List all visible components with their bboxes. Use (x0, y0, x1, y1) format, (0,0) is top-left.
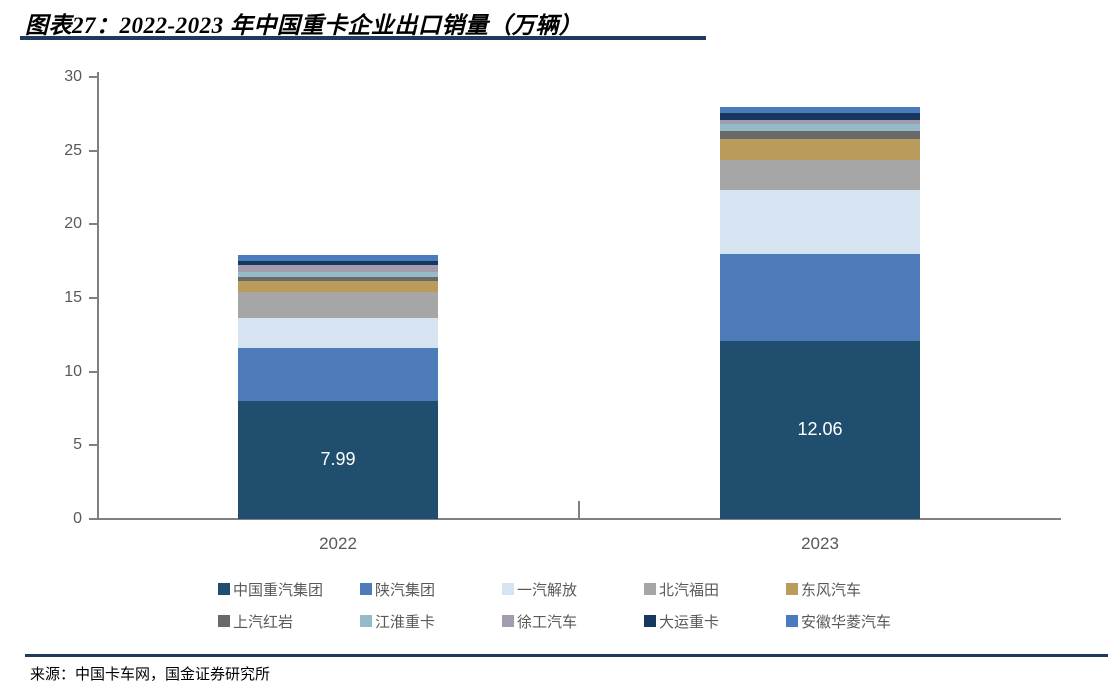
legend-swatch-icon (360, 583, 372, 595)
x-axis-mid-tick (578, 501, 580, 518)
bar-segment-北汽福田 (720, 159, 920, 190)
bar-segment-陕汽集团 (238, 348, 438, 402)
legend-item-大运重卡: 大运重卡 (644, 613, 720, 631)
legend-swatch-icon (786, 615, 798, 627)
y-axis-tick-label: 15 (64, 289, 82, 306)
bar-value-label: 12.06 (797, 419, 843, 440)
legend-item-陕汽集团: 陕汽集团 (360, 581, 436, 599)
y-axis-tick (89, 444, 97, 447)
bar-segment-徐工汽车 (720, 119, 920, 124)
bar-segment-上汽红岩 (238, 276, 438, 281)
legend-swatch-icon (360, 615, 372, 627)
legend-swatch-icon (644, 615, 656, 627)
footer-divider (25, 654, 1108, 657)
legend-swatch-icon (502, 583, 514, 595)
legend-label: 安徽华菱汽车 (801, 613, 892, 631)
bar-segment-中国重汽集团 (720, 341, 920, 519)
legend-label: 北汽福田 (659, 581, 720, 599)
bar-segment-陕汽集团 (720, 254, 920, 342)
y-axis-tick (89, 149, 97, 152)
legend-label: 一汽解放 (517, 581, 578, 599)
legend-swatch-icon (218, 615, 230, 627)
bar-segment-大运重卡 (238, 260, 438, 265)
bar-segment-上汽红岩 (720, 130, 920, 139)
y-axis-tick (89, 518, 97, 520)
y-axis-tick (89, 223, 97, 226)
legend-label: 东风汽车 (801, 581, 862, 599)
legend-label: 徐工汽车 (517, 613, 578, 631)
legend-item-江淮重卡: 江淮重卡 (360, 613, 436, 631)
bar-segment-江淮重卡 (238, 271, 438, 277)
y-axis-tick-label: 30 (64, 68, 82, 86)
bar-segment-一汽解放 (238, 317, 438, 348)
x-axis-tick-label: 2023 (801, 534, 839, 553)
bar-segment-江淮重卡 (720, 123, 920, 131)
y-axis-tick-label: 5 (73, 436, 82, 454)
bar-segment-安徽华菱汽车 (720, 106, 920, 113)
bar-segment-东风汽车 (720, 138, 920, 160)
legend-label: 陕汽集团 (375, 581, 436, 599)
legend-item-东风汽车: 东风汽车 (786, 581, 862, 599)
x-axis-line (97, 518, 1061, 520)
legend-label: 中国重汽集团 (233, 581, 324, 599)
bar-value-label: 7.99 (320, 449, 356, 470)
y-axis-tick-label: 25 (64, 141, 82, 159)
legend-item-上汽红岩: 上汽红岩 (218, 613, 294, 631)
legend-item-北汽福田: 北汽福田 (644, 581, 720, 599)
bar-segment-一汽解放 (720, 189, 920, 254)
y-axis-tick-label: 10 (64, 362, 82, 380)
legend-item-徐工汽车: 徐工汽车 (502, 613, 578, 631)
legend-swatch-icon (218, 583, 230, 595)
title-underline (20, 36, 706, 40)
legend-swatch-icon (502, 615, 514, 627)
bar-segment-安徽华菱汽车 (238, 254, 438, 261)
legend-item-一汽解放: 一汽解放 (502, 581, 578, 599)
bar-segment-北汽福田 (238, 291, 438, 318)
legend-swatch-icon (644, 583, 656, 595)
y-axis-tick (89, 76, 97, 79)
y-axis-tick (89, 370, 97, 373)
x-axis-tick-label: 2022 (319, 534, 357, 553)
legend-item-安徽华菱汽车: 安徽华菱汽车 (786, 613, 892, 631)
bar-segment-徐工汽车 (238, 264, 438, 272)
legend-label: 大运重卡 (659, 613, 720, 631)
bar-segment-东风汽车 (238, 280, 438, 292)
y-axis-tick-label: 0 (73, 510, 82, 527)
y-axis-tick-label: 20 (64, 215, 82, 233)
bar-segment-大运重卡 (720, 112, 920, 120)
legend-swatch-icon (786, 583, 798, 595)
bar-segment-中国重汽集团 (238, 401, 438, 519)
legend-label: 上汽红岩 (233, 613, 294, 631)
y-axis-tick (89, 297, 97, 299)
legend-label: 江淮重卡 (375, 613, 436, 631)
source-note: 来源：中国卡车网，国金证券研究所 (30, 667, 271, 683)
chart-title: 图表27：2022-2023 年中国重卡企业出口销量（万辆） (25, 13, 583, 38)
y-axis-line (97, 72, 99, 520)
legend-item-中国重汽集团: 中国重汽集团 (218, 581, 324, 599)
